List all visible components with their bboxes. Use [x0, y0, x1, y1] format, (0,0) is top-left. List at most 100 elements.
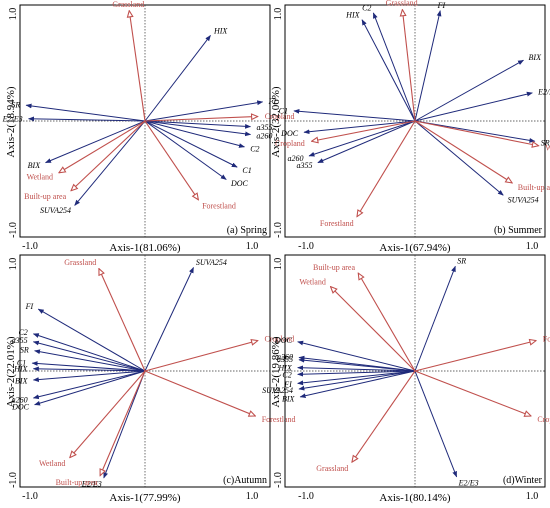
species-arrow-c1 — [144, 120, 238, 168]
species-arrow-fi — [144, 100, 264, 122]
x-axis-label: Axis-1(67.94%) — [379, 242, 451, 254]
species-label-sr: SR — [541, 138, 550, 147]
environment-label-wetland: Wetland — [27, 173, 53, 182]
environment-label-cropland: Cropland — [537, 415, 550, 424]
species-label-a355: a355 — [12, 336, 28, 345]
y-axis-label: Axis-2(19.86%) — [270, 336, 282, 408]
environment-arrow-cropland — [144, 341, 258, 372]
x-axis-label: Axis-1(80.14%) — [379, 492, 451, 504]
species-label-hix: HIX — [345, 10, 360, 19]
environment-label-cropland: Cropland — [275, 139, 305, 148]
species-label-fi: FI — [25, 302, 34, 311]
environment-label-grassland: Grassland — [64, 258, 96, 267]
x-tick-label-max: 1.0 — [246, 491, 259, 502]
y-tick-label-max: 1.0 — [273, 8, 284, 21]
species-arrow-a355 — [298, 357, 416, 372]
species-label-a260: a260 — [12, 396, 28, 405]
species-arrow-fi — [37, 308, 146, 372]
x-tick-label-min: -1.0 — [298, 241, 314, 252]
environment-arrow-grassland — [129, 11, 146, 122]
species-arrow-suva254 — [144, 266, 194, 372]
y-tick-label-min: -1.0 — [8, 222, 19, 238]
species-arrow-suva254 — [414, 120, 504, 196]
species-arrow-e2-e3 — [103, 370, 146, 479]
species-label-fi: FI — [268, 97, 277, 106]
species-label-e2-e3: E2/E3 — [2, 115, 23, 124]
y-tick-label-max: 1.0 — [8, 258, 19, 271]
environment-arrow-built-up-area — [414, 120, 512, 183]
panel-caption: (b) Summer — [494, 225, 543, 236]
y-tick-label-max: 1.0 — [273, 258, 284, 271]
y-tick-label-min: -1.0 — [273, 472, 284, 488]
species-arrow-fi — [297, 370, 416, 386]
species-arrow-bix — [45, 120, 146, 164]
x-tick-label-max: 1.0 — [246, 241, 259, 252]
species-label-a260: a260 — [287, 154, 303, 163]
species-label-fi: FI — [283, 380, 292, 389]
species-label-bix: BIX — [28, 161, 42, 170]
y-tick-label-min: -1.0 — [8, 472, 19, 488]
species-arrow-suva254 — [298, 370, 416, 391]
environment-arrow-grassland — [99, 269, 146, 372]
species-arrow-fi — [414, 10, 442, 122]
species-label-c1: C1 — [279, 106, 288, 115]
species-label-hix: HIX — [213, 27, 228, 36]
species-arrow-c1 — [31, 361, 146, 372]
x-tick-label-min: -1.0 — [298, 491, 314, 502]
species-arrow-doc — [34, 370, 146, 406]
environment-label-wetland: Wetland — [545, 143, 550, 152]
species-label-e2-e3: E2/E3 — [537, 87, 550, 96]
environment-label-forestland: Forestland — [543, 335, 550, 344]
species-label-a260: a260 — [277, 353, 293, 362]
species-arrow-a260 — [144, 120, 252, 137]
environment-label-built-up-area: Built-up area — [56, 478, 98, 487]
species-arrow-bix — [299, 370, 416, 399]
environment-label-forestland: Forestland — [202, 202, 236, 211]
species-label-bix: BIX — [529, 53, 543, 62]
y-axis-label: Axis-2(22.01%) — [5, 336, 17, 408]
species-label-suva254: SUVA254 — [508, 195, 539, 204]
y-axis-label: Axis-2(18.94%) — [5, 86, 17, 158]
species-arrow-doc — [144, 120, 227, 180]
species-label-bix: BIX — [15, 377, 29, 386]
species-arrow-e2-e3 — [414, 370, 458, 478]
species-arrow-sr — [25, 103, 146, 122]
species-arrow-hix — [361, 19, 416, 122]
y-tick-label-max: 1.0 — [8, 8, 19, 21]
environment-label-built-up-area: Built-up area — [24, 192, 66, 201]
panel-caption: (a) Spring — [227, 225, 267, 236]
environment-arrow-built-up-area — [358, 273, 416, 372]
environment-arrow-wetland — [70, 370, 146, 458]
species-label-c2: C2 — [282, 371, 291, 380]
environment-label-cropland: Cropland — [265, 112, 295, 121]
species-arrow-hix — [144, 35, 211, 122]
species-label-doc: DOC — [11, 403, 30, 412]
biplot-panel-3: SUVA254FIC2a355SRC1HIXBIXa260DOCE2/E3Gra… — [5, 254, 296, 504]
species-arrow-a355 — [144, 120, 252, 129]
species-label-suva254: SUVA254 — [196, 258, 227, 267]
species-arrow-sr — [34, 349, 146, 372]
environment-label-wetland: Wetland — [299, 277, 325, 286]
environment-arrow-built-up-area — [71, 120, 146, 191]
x-tick-label-min: -1.0 — [22, 241, 38, 252]
x-tick-label-max: 1.0 — [526, 241, 539, 252]
species-label-a355: a355 — [296, 161, 312, 170]
species-arrow-c1 — [293, 108, 416, 122]
panel-caption: (c)Autumn — [223, 475, 267, 486]
environment-arrow-cropland — [144, 116, 258, 122]
species-label-doc: DOC — [230, 179, 249, 188]
y-tick-label-min: -1.0 — [273, 222, 284, 238]
species-label-e2-e3: E2/E3 — [81, 480, 102, 489]
x-axis-label: Axis-1(81.06%) — [109, 242, 181, 254]
species-label-c2: C2 — [362, 3, 371, 12]
environment-arrow-wetland — [331, 287, 416, 372]
environment-label-wetland: Wetland — [39, 459, 65, 468]
species-arrow-suva254 — [74, 120, 146, 206]
species-arrow-e2-e3 — [414, 91, 533, 122]
environment-label-forestland: Forestland — [320, 219, 354, 228]
species-arrow-e2-e3 — [28, 116, 146, 122]
species-label-suva254: SUVA254 — [262, 386, 293, 395]
